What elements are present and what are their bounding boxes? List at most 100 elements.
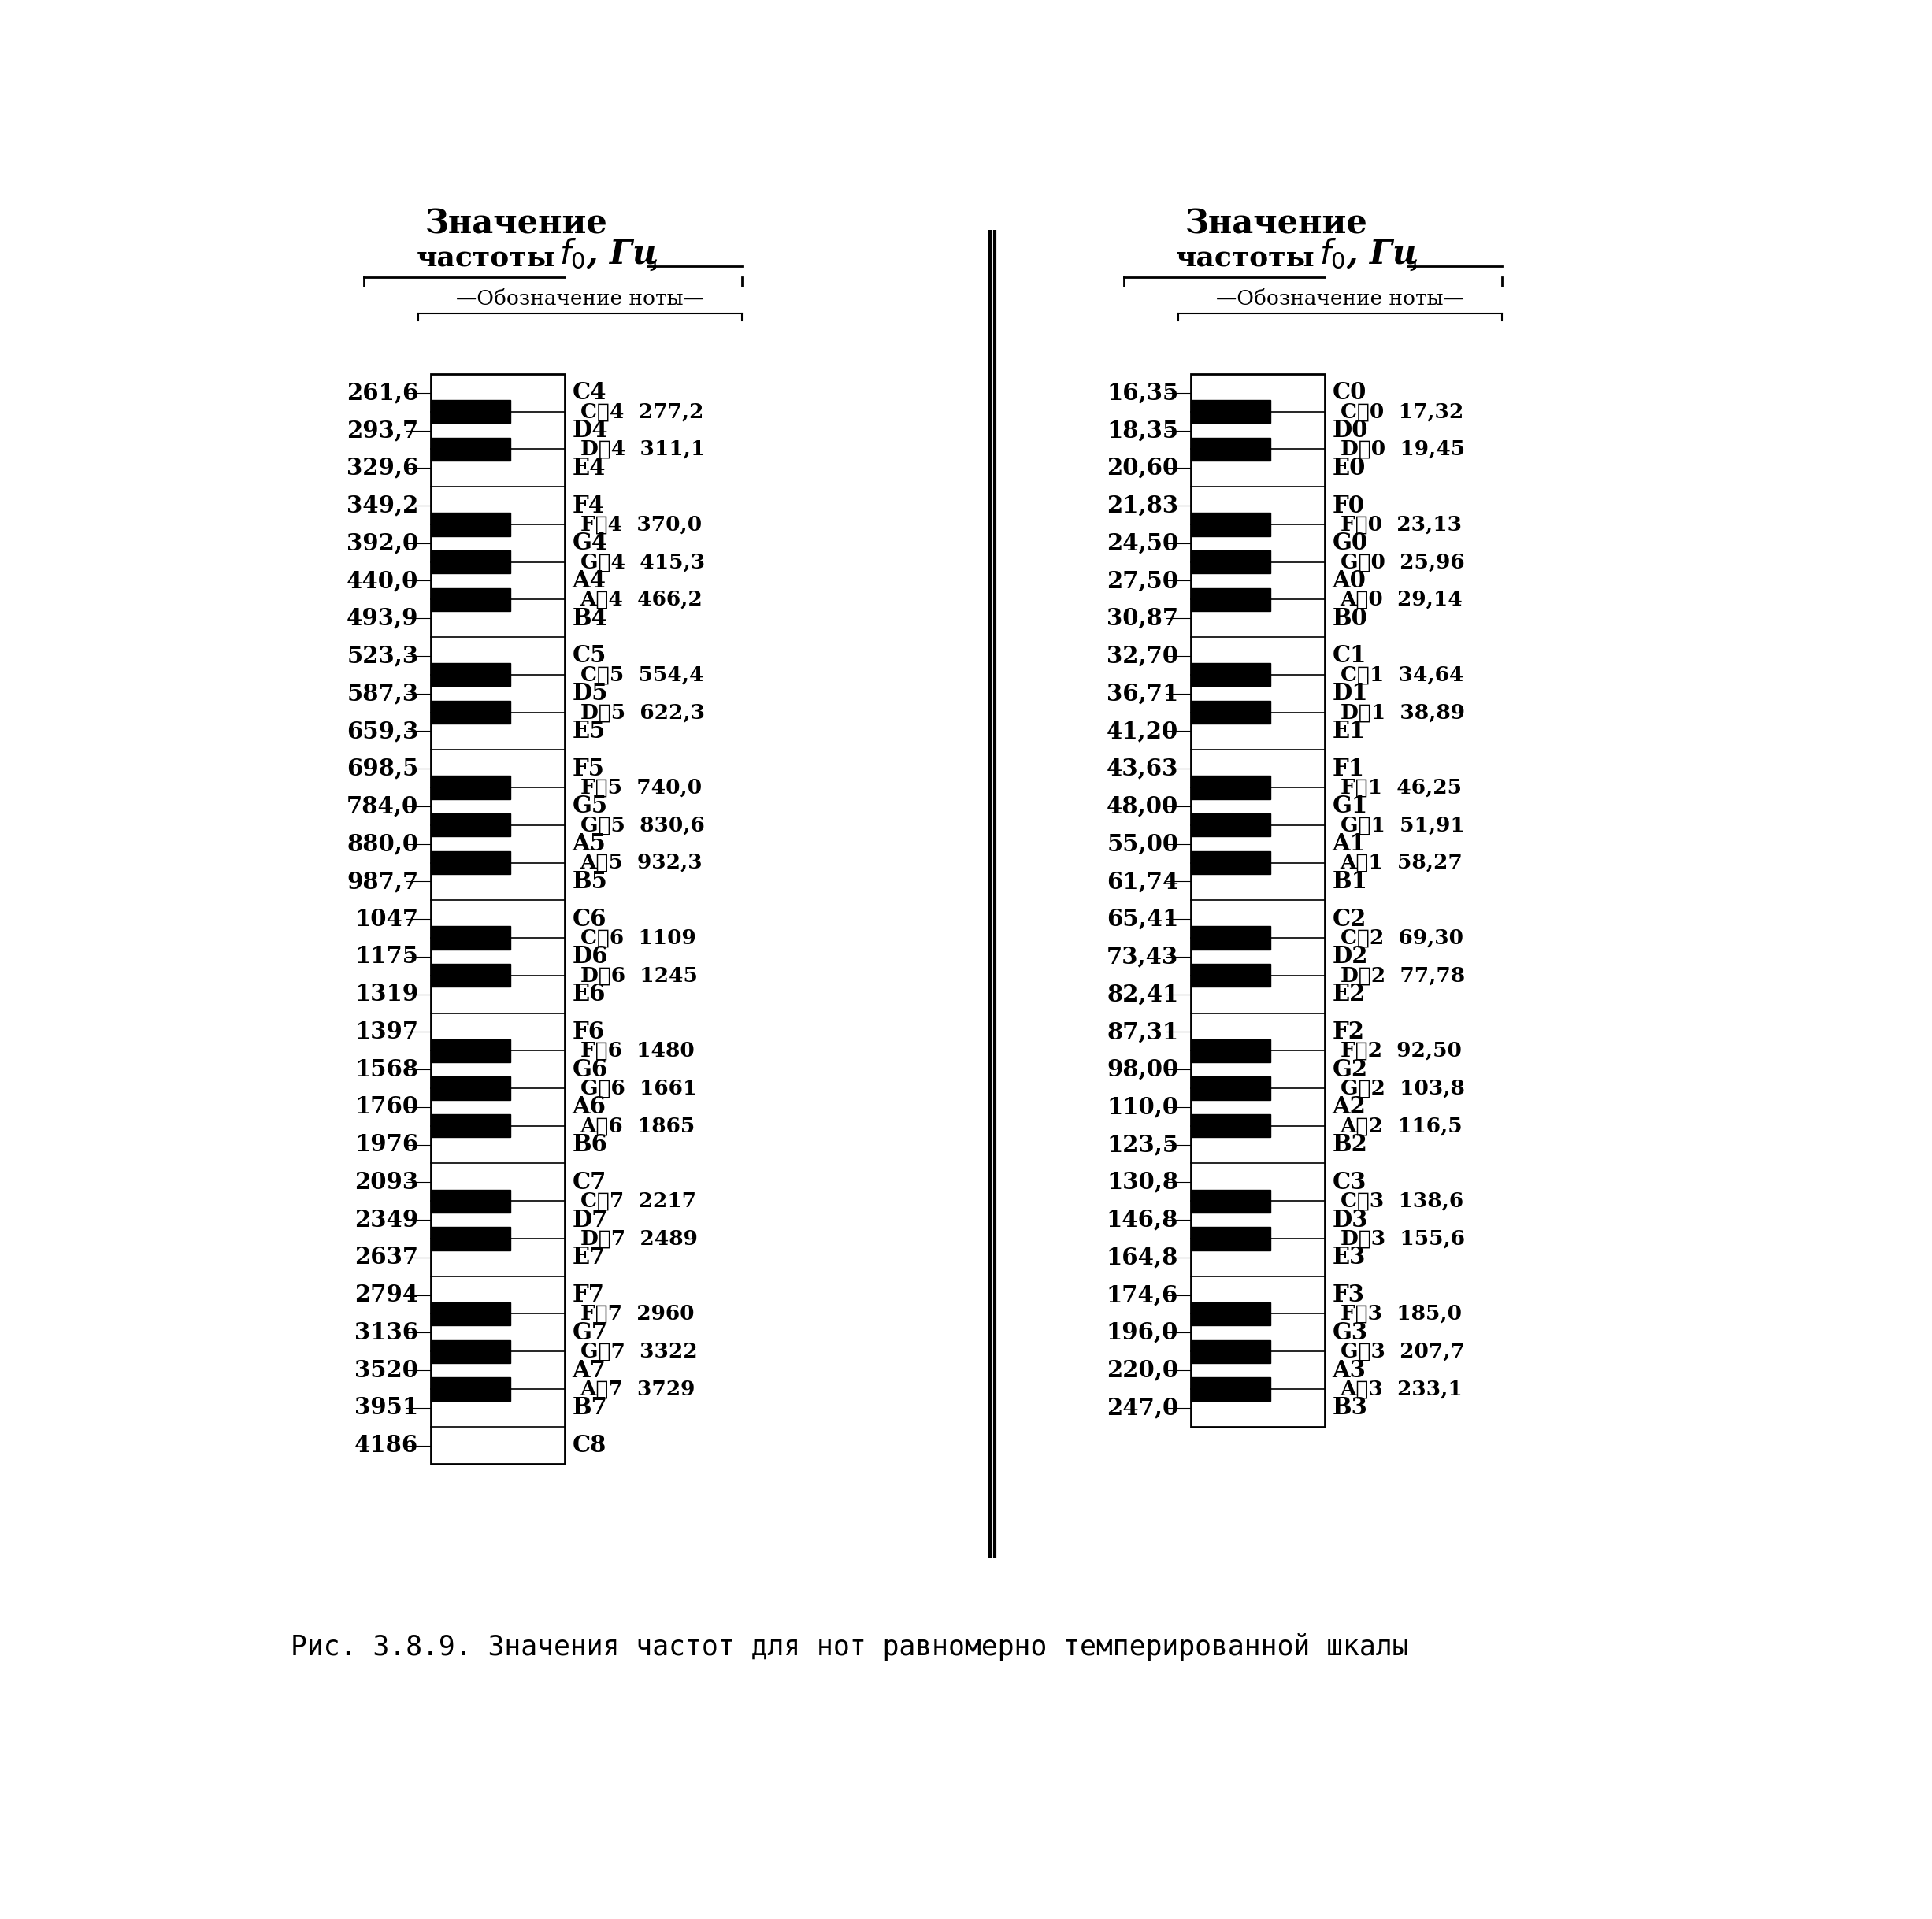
Text: D6: D6 xyxy=(572,946,609,967)
Text: 261,6: 261,6 xyxy=(346,382,419,405)
Text: C⁦5  554,4: C⁦5 554,4 xyxy=(580,664,703,685)
Bar xyxy=(1190,1303,1269,1326)
Text: A⁦7  3729: A⁦7 3729 xyxy=(580,1380,696,1399)
Text: F⁦3  185,0: F⁦3 185,0 xyxy=(1341,1303,1461,1324)
Text: E4: E4 xyxy=(572,457,607,480)
Bar xyxy=(1190,927,1269,950)
Text: D⁦3  155,6: D⁦3 155,6 xyxy=(1341,1228,1464,1249)
Text: D⁦1  38,89: D⁦1 38,89 xyxy=(1341,702,1464,722)
Text: C⁦4  277,2: C⁦4 277,2 xyxy=(580,401,703,422)
Text: 21,83: 21,83 xyxy=(1107,493,1179,516)
Text: A⁦0  29,14: A⁦0 29,14 xyxy=(1341,589,1463,610)
Text: E3: E3 xyxy=(1333,1245,1366,1268)
Bar xyxy=(1190,700,1269,723)
Text: G⁦1  51,91: G⁦1 51,91 xyxy=(1341,816,1464,835)
Text: D3: D3 xyxy=(1333,1209,1368,1232)
Text: B4: B4 xyxy=(572,606,609,629)
Text: частоты: частоты xyxy=(1177,246,1316,272)
Text: F3: F3 xyxy=(1333,1284,1364,1307)
Text: F1: F1 xyxy=(1333,758,1364,781)
Text: C⁦1  34,64: C⁦1 34,64 xyxy=(1341,664,1463,685)
Bar xyxy=(1190,551,1269,574)
Text: D0: D0 xyxy=(1333,418,1368,441)
Text: D⁦5  622,3: D⁦5 622,3 xyxy=(580,702,705,722)
Text: 698,5: 698,5 xyxy=(346,758,419,781)
Bar xyxy=(1190,814,1269,837)
Text: G3: G3 xyxy=(1333,1320,1368,1343)
Text: 220,0: 220,0 xyxy=(1107,1359,1179,1382)
Bar xyxy=(1190,399,1269,422)
Text: A⁦5  932,3: A⁦5 932,3 xyxy=(580,852,703,873)
Text: C8: C8 xyxy=(572,1433,607,1457)
Text: A7: A7 xyxy=(572,1359,607,1382)
Bar xyxy=(431,587,510,610)
Text: B1: B1 xyxy=(1333,869,1368,892)
Text: B3: B3 xyxy=(1333,1397,1368,1420)
Bar xyxy=(1190,1077,1269,1100)
Text: 1568: 1568 xyxy=(355,1057,419,1080)
Text: —Обозначение ноты—: —Обозначение ноты— xyxy=(1217,290,1464,309)
Text: D⁦7  2489: D⁦7 2489 xyxy=(580,1228,697,1249)
Text: F5: F5 xyxy=(572,758,605,781)
Text: G⁦0  25,96: G⁦0 25,96 xyxy=(1341,553,1464,572)
Text: 196,0: 196,0 xyxy=(1107,1320,1179,1343)
Text: C⁦6  1109: C⁦6 1109 xyxy=(580,929,696,948)
Text: 73,43: 73,43 xyxy=(1107,946,1179,967)
Text: D⁦0  19,45: D⁦0 19,45 xyxy=(1341,439,1464,459)
Text: F7: F7 xyxy=(572,1284,605,1307)
Text: 2349: 2349 xyxy=(354,1209,419,1232)
Text: G⁦6  1661: G⁦6 1661 xyxy=(580,1078,697,1098)
Bar xyxy=(431,438,510,461)
Text: C0: C0 xyxy=(1333,382,1366,405)
Text: D⁦4  311,1: D⁦4 311,1 xyxy=(580,439,705,459)
Text: 41,20: 41,20 xyxy=(1107,720,1179,743)
Bar xyxy=(431,775,510,798)
Text: B7: B7 xyxy=(572,1397,609,1420)
Text: A4: A4 xyxy=(572,570,607,593)
Text: A⁦1  58,27: A⁦1 58,27 xyxy=(1341,852,1463,873)
Text: F⁦5  740,0: F⁦5 740,0 xyxy=(580,777,701,796)
Text: 3136: 3136 xyxy=(355,1320,419,1343)
Bar xyxy=(431,814,510,837)
Bar xyxy=(431,927,510,950)
Bar xyxy=(431,1226,510,1249)
Text: A0: A0 xyxy=(1333,570,1366,593)
Text: C⁦0  17,32: C⁦0 17,32 xyxy=(1341,401,1463,422)
Text: G5: G5 xyxy=(572,794,609,817)
Text: 123,5: 123,5 xyxy=(1107,1134,1179,1155)
Text: 1047: 1047 xyxy=(355,908,419,931)
Text: 16,35: 16,35 xyxy=(1107,382,1179,405)
Text: 130,8: 130,8 xyxy=(1107,1171,1179,1194)
Text: 18,35: 18,35 xyxy=(1107,418,1179,441)
Bar xyxy=(431,1190,510,1213)
Text: A⁦2  116,5: A⁦2 116,5 xyxy=(1341,1117,1463,1136)
Text: 2093: 2093 xyxy=(355,1171,419,1194)
Text: 48,00: 48,00 xyxy=(1107,794,1179,817)
Text: B0: B0 xyxy=(1333,606,1368,629)
Text: 440,0: 440,0 xyxy=(346,570,419,593)
Text: F⁦4  370,0: F⁦4 370,0 xyxy=(580,514,701,533)
Text: G⁦2  103,8: G⁦2 103,8 xyxy=(1341,1078,1464,1098)
Bar xyxy=(431,1303,510,1326)
Text: D1: D1 xyxy=(1333,681,1368,704)
Text: G7: G7 xyxy=(572,1320,609,1343)
Bar xyxy=(1190,374,1325,1426)
Text: B5: B5 xyxy=(572,869,609,892)
Text: E1: E1 xyxy=(1333,720,1366,743)
Bar xyxy=(1190,512,1269,535)
Text: 329,6: 329,6 xyxy=(346,457,419,480)
Text: A5: A5 xyxy=(572,833,607,856)
Bar xyxy=(1190,587,1269,610)
Text: A2: A2 xyxy=(1333,1096,1366,1119)
Text: 32,70: 32,70 xyxy=(1107,645,1179,668)
Text: F⁦2  92,50: F⁦2 92,50 xyxy=(1341,1040,1461,1061)
Text: 98,00: 98,00 xyxy=(1107,1057,1179,1080)
Text: Значение: Значение xyxy=(1184,207,1368,240)
Text: 27,50: 27,50 xyxy=(1107,570,1179,593)
Bar xyxy=(1190,1226,1269,1249)
Text: C5: C5 xyxy=(572,645,607,668)
Text: 43,63: 43,63 xyxy=(1107,758,1179,781)
Text: A6: A6 xyxy=(572,1096,607,1119)
Text: $f_0$, Гц: $f_0$, Гц xyxy=(1320,236,1418,272)
Bar xyxy=(431,963,510,986)
